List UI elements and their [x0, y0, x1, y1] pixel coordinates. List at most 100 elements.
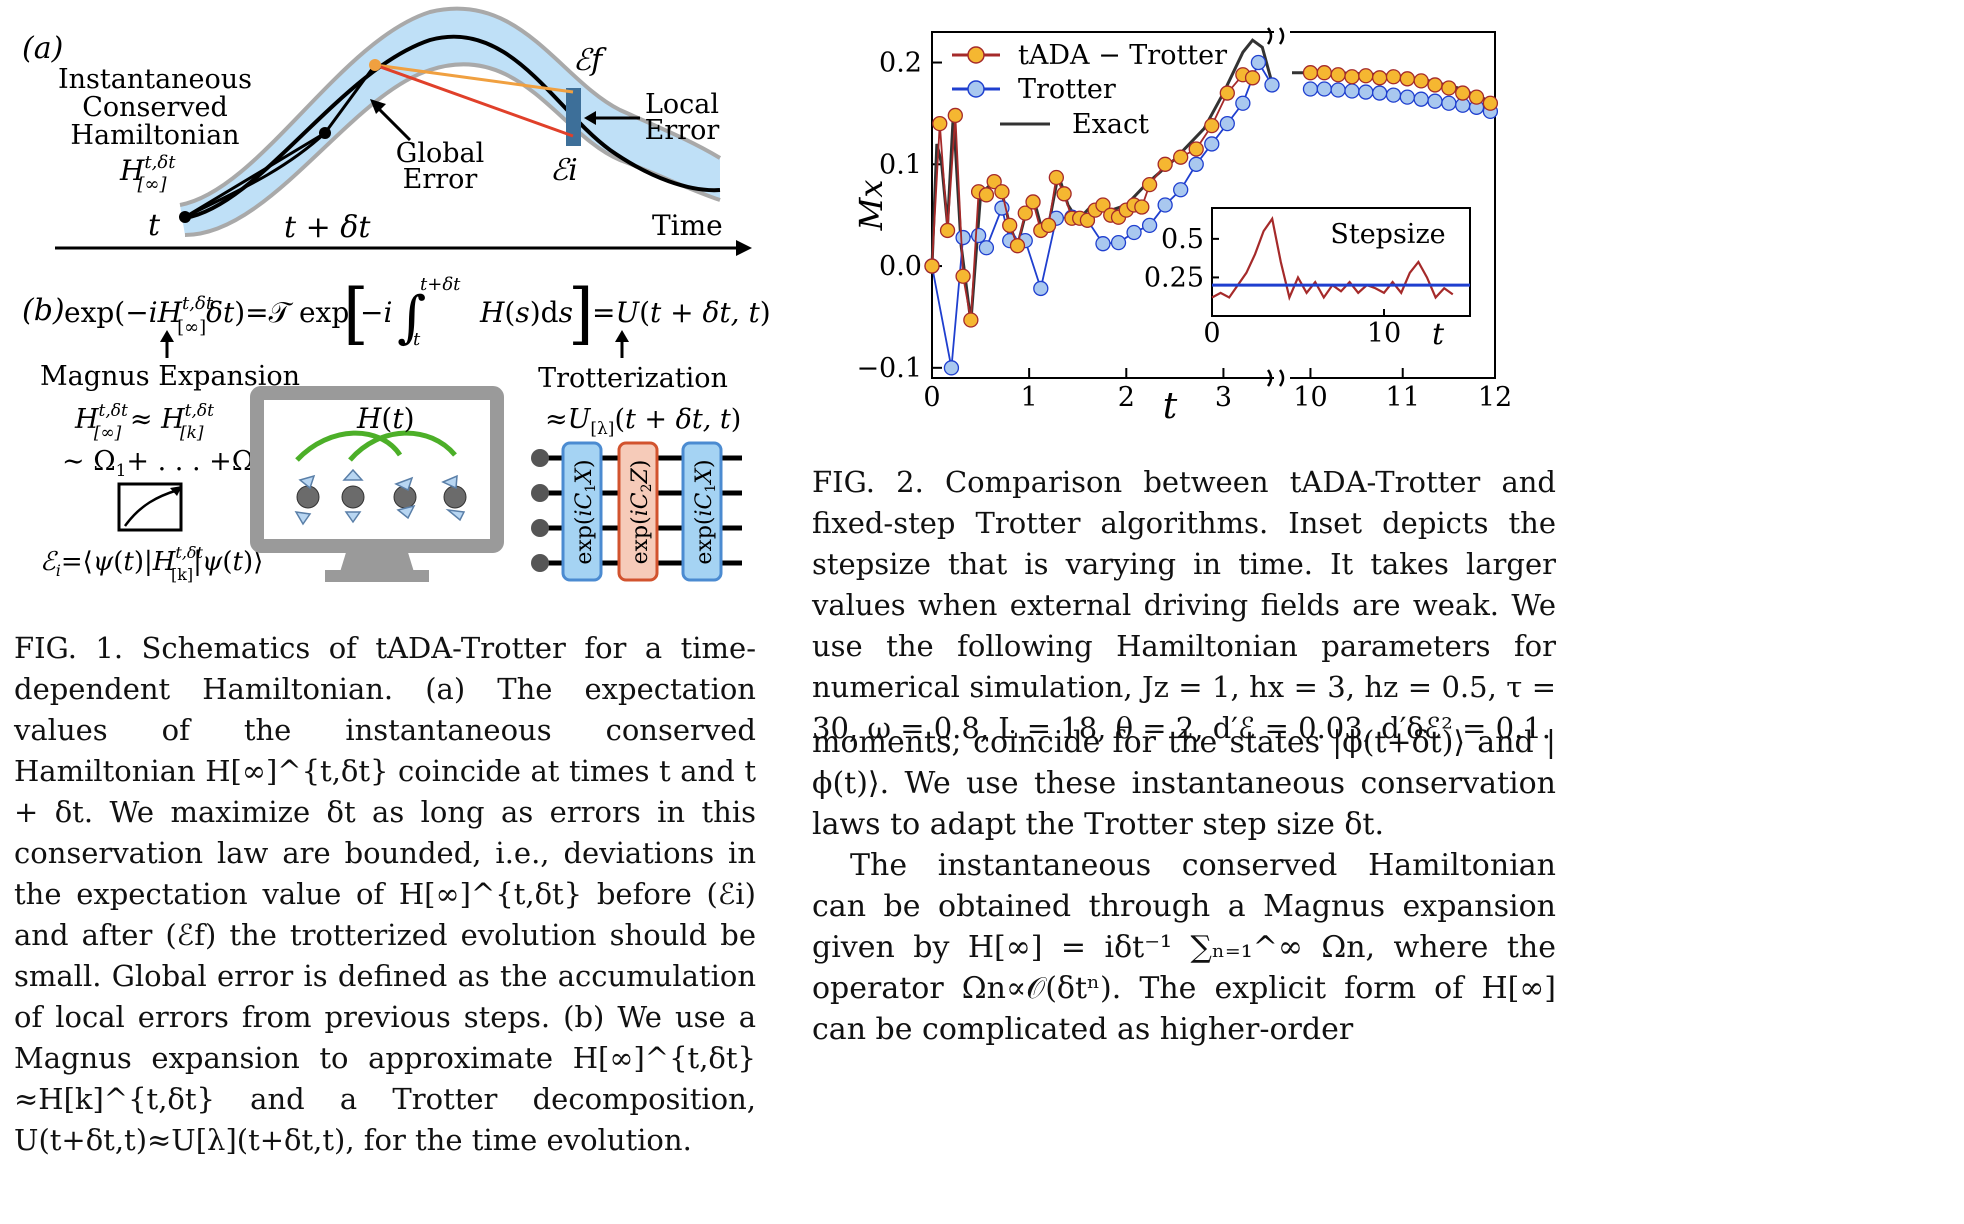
trotter-eq: ≈U[λ](t + δt, t) — [545, 404, 741, 439]
trotter-point — [1250, 54, 1267, 71]
trotter-late-point — [1316, 81, 1332, 97]
tada-point — [1079, 212, 1096, 228]
trotter-late-point — [1302, 81, 1319, 97]
trotter-point — [1157, 197, 1173, 213]
legend-trotter: Trotter — [1018, 74, 1116, 105]
y-tick-label: −0.1 — [856, 353, 922, 384]
tada-point — [1009, 238, 1026, 254]
magnus-eq-1: Ht,δt [∞] ≈ Ht,δt [k] — [74, 401, 214, 443]
trotter-point — [1188, 156, 1204, 172]
magnus-eq-2: ∼ Ω1+ . . . +Ωk — [62, 446, 265, 481]
trotter-point — [1235, 95, 1251, 111]
magnus-arrowhead — [160, 330, 174, 342]
tada-point — [1244, 70, 1261, 86]
monitor-label: H(t) — [356, 402, 415, 435]
global-error-2: Error — [403, 164, 478, 195]
local-error-arrowhead — [584, 111, 596, 125]
trotter-point — [1110, 235, 1127, 251]
figure-2-caption: FIG. 2. Comparison between tADA-Trotter … — [812, 465, 1556, 745]
ei-label: ℰi — [550, 153, 578, 188]
global-error-arrow — [373, 103, 412, 142]
trotter-point — [1141, 217, 1158, 234]
global-error-arrowhead — [370, 99, 386, 114]
magnus-label: Magnus Expansion — [40, 361, 300, 392]
time-axis-arrowhead — [736, 240, 752, 256]
trotter-late-point — [1427, 93, 1443, 109]
tada-point — [924, 258, 940, 274]
axis-break-mark-0 — [1266, 27, 1285, 45]
trotter-path-lower — [184, 131, 327, 219]
tada-late-point — [1344, 69, 1360, 85]
local-error-bar — [566, 88, 581, 146]
body-paragraph-2: The instantaneous conserved Hamiltonian … — [812, 848, 1556, 1047]
tada-point — [932, 115, 948, 132]
inset-x-tick-label: 0 — [1203, 318, 1220, 349]
conserved-label-1: Instantaneous — [58, 64, 252, 95]
tada-late-point — [1482, 95, 1499, 111]
tada-point — [1219, 85, 1235, 101]
eq-rhs: =U(t + δt, t) — [592, 296, 771, 329]
tada-point — [1204, 117, 1220, 134]
red-step-line — [374, 63, 574, 138]
x-tick-label: 1 — [1021, 382, 1038, 413]
tada-late-point — [1316, 65, 1332, 81]
tada-late-point — [1358, 68, 1374, 84]
legend-exact: Exact — [1072, 109, 1149, 140]
eq-lhs: exp(−iHt,δt [∞]δt)=𝒯 exp — [64, 293, 349, 338]
tada-late-point — [1455, 85, 1471, 101]
gate-x-2-label: exp(iC1X) — [692, 459, 719, 564]
trotter-late-point — [1372, 85, 1388, 101]
figure-1-caption: FIG. 1. Schematics of tADA-Trotter for a… — [14, 631, 756, 1157]
panel-b-label: (b) — [22, 293, 65, 328]
integral-sign: ∫ — [397, 285, 426, 350]
integral-lower: t — [413, 329, 421, 350]
panel-a-label: (a) — [22, 31, 63, 66]
gate-z-label: exp(iC2Z) — [628, 460, 655, 565]
tada-point — [963, 312, 979, 328]
h-label: Ht,δt [∞] — [119, 152, 176, 195]
start-point — [179, 211, 191, 223]
tada-point — [1141, 176, 1158, 193]
gate-z — [617, 441, 659, 582]
x-tick-label: 10 — [1293, 382, 1327, 413]
trotter-point — [1219, 115, 1235, 132]
tada-late-point — [1399, 71, 1415, 87]
trotter-point — [1264, 77, 1280, 93]
trotter-late-point — [1385, 87, 1402, 103]
ei-formula: ℰi=⟨ψ(t)|Ht,δt [k]|ψ(t)⟩ — [40, 543, 263, 584]
tada-point — [1040, 217, 1057, 234]
integral-upper: t+δt — [420, 274, 461, 295]
right-bracket: ] — [568, 275, 594, 352]
gate-x-1 — [561, 441, 603, 582]
tada-point — [1188, 141, 1204, 157]
gate-x-1-label: exp(iC1X) — [572, 459, 599, 564]
mid-point — [319, 127, 331, 139]
t-label: t — [148, 208, 161, 243]
tada-late-point — [1441, 80, 1457, 96]
tdt-label: t + δt — [284, 210, 371, 245]
trotter-late-point — [1399, 89, 1415, 105]
figure-1: (a) Instantaneous Conserved Hamiltonian … — [22, 6, 771, 584]
eq-hs: H(s)ds — [479, 296, 573, 329]
tada-late-point — [1330, 67, 1346, 83]
tada-point — [1017, 205, 1033, 221]
body-text: moments, coincide for the states |ϕ(t+δt… — [812, 722, 1556, 1050]
step-point — [369, 59, 381, 71]
trotter-label: Trotterization — [538, 363, 728, 394]
trotter-point — [1095, 236, 1111, 252]
trotter-late-point — [1358, 84, 1374, 100]
trotter-point — [1126, 224, 1142, 241]
upper-bound-curve — [179, 6, 722, 207]
legend-tada: tADA − Trotter — [1018, 40, 1227, 71]
tada-late-point — [1468, 89, 1485, 105]
conserved-label-2: Conserved — [82, 92, 228, 123]
trotter-late-point — [1344, 83, 1360, 99]
tada-late-point — [1372, 70, 1388, 86]
tada-point — [1095, 197, 1111, 213]
inset-y-tick-label: 0.25 — [1144, 262, 1204, 293]
trotter-point — [970, 227, 987, 244]
trotter-late-point — [1441, 95, 1457, 111]
trotter-point — [1173, 182, 1189, 198]
plot-frame — [931, 31, 1496, 379]
